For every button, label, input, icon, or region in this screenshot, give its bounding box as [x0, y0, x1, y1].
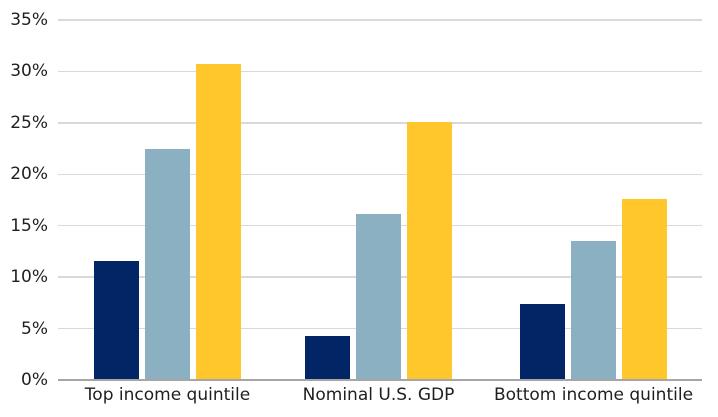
- y-tick-label: 5%: [21, 318, 48, 339]
- x-category-label: Top income quintile: [84, 385, 251, 405]
- gridline: [58, 19, 702, 21]
- y-tick-label: 25%: [10, 112, 48, 133]
- bar-series-1-navy-3: [520, 303, 565, 380]
- bar-series-2-slate-1: [145, 148, 190, 380]
- bar-series-1-navy-2: [305, 335, 350, 380]
- x-axis-labels: Top income quintile Nominal U.S. GDP Botto…: [58, 385, 702, 411]
- bar-series-3-gold-1: [196, 64, 241, 380]
- y-tick-label: 35%: [10, 10, 48, 30]
- y-axis: 0% 5% 10% 15% 20% 25% 30% 35%: [0, 10, 48, 390]
- x-axis-baseline: [58, 379, 702, 381]
- y-tick-label: 20%: [10, 164, 48, 185]
- bar-series-2-slate-3: [571, 241, 616, 380]
- plot-area: [58, 19, 702, 381]
- y-tick-label: 30%: [10, 61, 48, 82]
- bar-series-3-gold-2: [407, 121, 452, 380]
- y-tick-label: 15%: [10, 215, 48, 236]
- bar-series-3-gold-3: [622, 198, 667, 380]
- bar-series-2-slate-2: [356, 214, 401, 380]
- gridline: [58, 173, 702, 176]
- y-tick-label: 10%: [10, 267, 48, 288]
- gridline: [58, 70, 702, 73]
- x-category-label: Bottom income quintile: [493, 385, 694, 405]
- y-tick-label: 0%: [21, 370, 48, 390]
- bar-series-1-navy-1: [94, 260, 139, 380]
- gridline: [58, 122, 702, 124]
- x-category-label: Nominal U.S. GDP: [302, 385, 455, 405]
